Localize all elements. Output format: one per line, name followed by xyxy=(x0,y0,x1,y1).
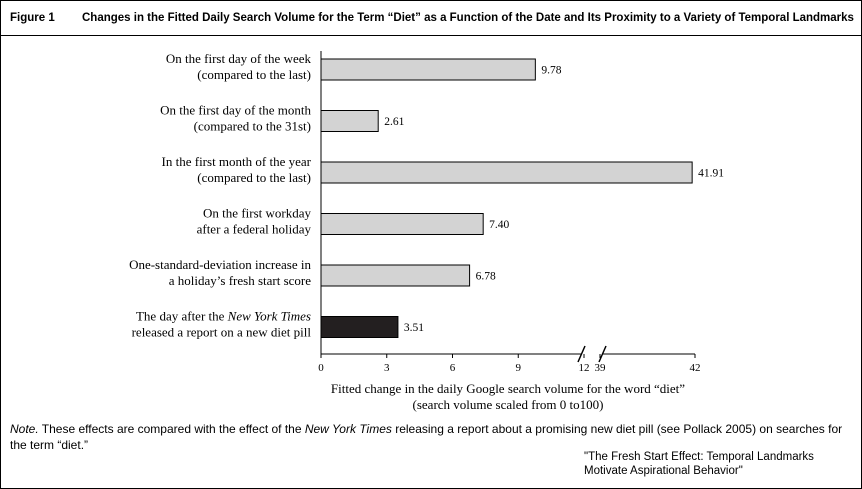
category-label-4-1: a holiday’s fresh start score xyxy=(169,273,311,288)
x-tick-label-6: 42 xyxy=(690,362,701,374)
category-label-1-0: On the first day of the month xyxy=(160,103,311,118)
x-tick-label-3: 9 xyxy=(516,362,522,374)
category-label-5-0: The day after the New York Times xyxy=(136,309,311,324)
bar-2 xyxy=(320,161,693,184)
x-tick-label-4: 12 xyxy=(579,362,590,374)
figure-header: Figure 1 Changes in the Fitted Daily Sea… xyxy=(1,1,861,36)
category-label-3-1: after a federal holiday xyxy=(197,222,312,237)
note-text-before: These effects are compared with the effe… xyxy=(38,422,305,436)
category-label-4-0: One-standard-deviation increase in xyxy=(129,257,311,272)
value-label-1: 2.61 xyxy=(384,116,404,128)
note-label: Note. xyxy=(10,422,39,436)
axis-break-mark-right xyxy=(598,345,607,363)
bar-3 xyxy=(320,213,484,235)
bar-4 xyxy=(320,264,471,287)
category-label-2-1: (compared to the last) xyxy=(197,170,311,185)
category-label-0-0: On the first day of the week xyxy=(166,51,312,66)
x-tick-label-0: 0 xyxy=(318,362,324,374)
value-label-5: 3.51 xyxy=(404,322,424,334)
x-axis-title-0: Fitted change in the daily Google search… xyxy=(331,381,685,396)
x-tick-label-2: 6 xyxy=(450,362,456,374)
figure-label: Figure 1 xyxy=(10,12,55,24)
x-tick-label-5: 39 xyxy=(595,362,607,374)
figure-title: Changes in the Fitted Daily Search Volum… xyxy=(82,12,854,24)
category-label-2-0: In the first month of the year xyxy=(162,154,312,169)
bar-5 xyxy=(320,316,399,338)
note-text-after: releasing a report about a promising new… xyxy=(10,422,843,452)
category-label-3-0: On the first workday xyxy=(203,206,311,221)
source-line-2: Motivate Aspirational Behavior" xyxy=(584,465,743,477)
source-line-1: "The Fresh Start Effect: Temporal Landma… xyxy=(584,451,814,463)
x-tick-label-1: 3 xyxy=(384,362,390,374)
bar-1 xyxy=(320,110,379,132)
category-label-1-1: (compared to the 31st) xyxy=(194,119,311,134)
note-italic: New York Times xyxy=(304,422,392,436)
axis-break-mark-left xyxy=(577,345,586,363)
figure-note: Note. These effects are compared with th… xyxy=(10,421,850,453)
value-label-0: 9.78 xyxy=(541,65,561,77)
value-label-4: 6.78 xyxy=(476,271,496,283)
source-citation: "The Fresh Start Effect: Temporal Landma… xyxy=(584,450,814,478)
value-label-2: 41.91 xyxy=(698,168,724,180)
category-label-0-1: (compared to the last) xyxy=(197,67,311,82)
x-axis-title-1: (search volume scaled from 0 to100) xyxy=(413,397,604,412)
bar-0 xyxy=(320,58,536,81)
value-label-3: 7.40 xyxy=(489,219,509,231)
category-label-5-1: released a report on a new diet pill xyxy=(132,325,312,340)
